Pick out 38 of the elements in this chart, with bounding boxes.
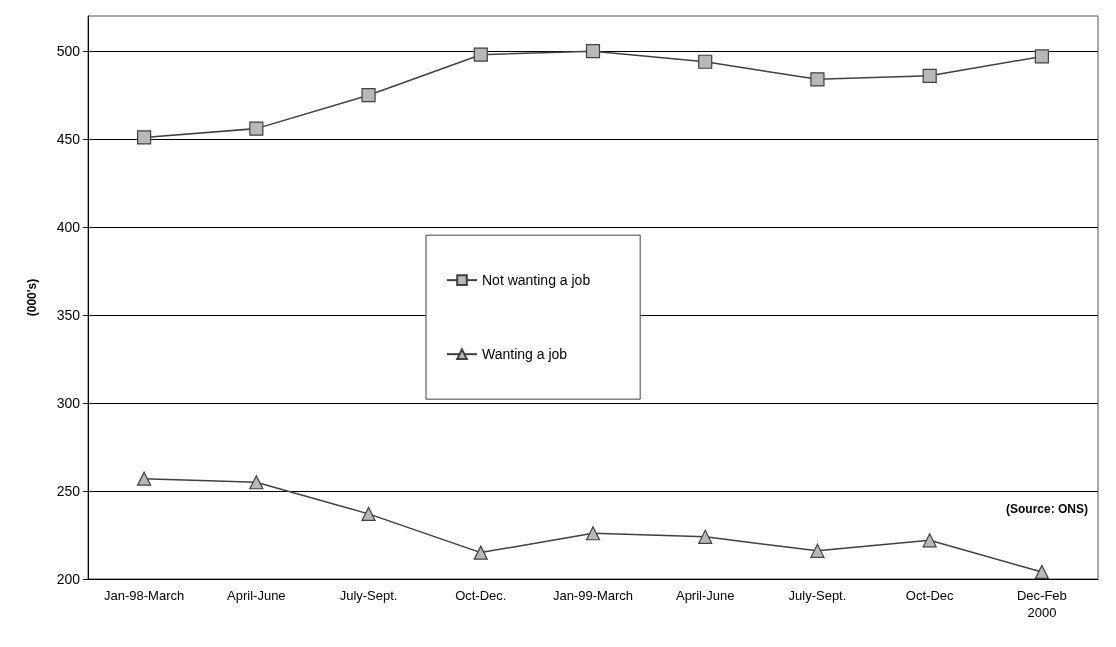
x-tick-label: Oct-Dec	[905, 588, 954, 603]
legend-label: Wanting a job	[482, 346, 568, 363]
x-tick-label: Dec-Feb 2000	[1016, 588, 1067, 620]
point	[361, 506, 376, 521]
point	[137, 471, 152, 486]
point	[810, 543, 825, 558]
x-tick-label: Jan-98-March	[104, 588, 185, 603]
point	[585, 526, 601, 541]
point	[137, 130, 152, 145]
y-tick-label: 450	[56, 131, 81, 148]
point	[361, 88, 376, 103]
y-tick-label: 400	[56, 219, 81, 236]
point	[922, 68, 937, 83]
point	[1034, 49, 1049, 64]
point	[922, 533, 937, 548]
y-tick-label: 250	[56, 483, 81, 500]
x-tick-label: April-June	[675, 588, 735, 603]
point	[249, 121, 264, 136]
x-tick-label: July-Sept.	[339, 588, 398, 603]
point	[698, 529, 713, 544]
y-axis-title: (000's)	[25, 278, 39, 317]
point	[1034, 564, 1049, 580]
y-tick-label: 200	[56, 571, 81, 587]
y-tick-label: 300	[56, 395, 81, 412]
point	[810, 72, 825, 87]
y-tick-label: 500	[56, 43, 81, 60]
y-tick-label: 350	[56, 307, 81, 324]
x-tick-label: Jan-99-March	[552, 588, 634, 603]
legend-label: Not wanting a job	[482, 272, 591, 289]
x-tick-label: April-June	[227, 588, 286, 603]
annotation: (Source: ONS)	[1005, 502, 1089, 516]
x-tick-label: Oct-Dec.	[455, 588, 507, 603]
point	[698, 54, 713, 69]
point	[249, 475, 264, 490]
point	[473, 47, 488, 62]
point	[585, 44, 601, 59]
x-tick-label: July-Sept.	[788, 588, 847, 603]
point	[473, 545, 488, 560]
